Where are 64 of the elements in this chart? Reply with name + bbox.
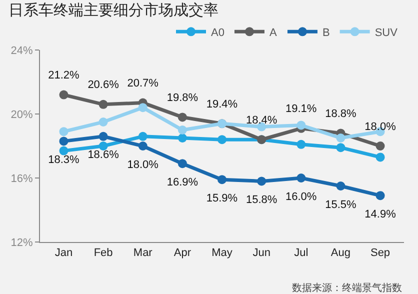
x-tick-label: Jul xyxy=(294,247,308,260)
point xyxy=(178,159,187,168)
x-tick-label: Aug xyxy=(330,247,350,260)
source-note: 数据来源：终端景气指数 xyxy=(292,282,402,294)
point xyxy=(376,152,385,162)
legend-label: SUV xyxy=(374,26,398,39)
data-label: 18.6% xyxy=(88,149,120,162)
point xyxy=(296,120,306,130)
point xyxy=(59,146,68,156)
chart-title: 日系车终端主要细分市场成交率 xyxy=(8,2,218,19)
data-label: 14.9% xyxy=(364,208,396,220)
point xyxy=(336,182,346,190)
data-label: 15.5% xyxy=(325,198,357,211)
point xyxy=(59,136,68,146)
legend-label: A xyxy=(269,26,278,39)
point xyxy=(178,112,187,122)
point xyxy=(376,191,385,200)
point xyxy=(98,100,108,109)
x-tick-label: Sep xyxy=(370,247,390,260)
point xyxy=(98,132,108,141)
point xyxy=(336,134,346,142)
point xyxy=(59,90,68,100)
point xyxy=(218,175,226,184)
x-tick-label: Jun xyxy=(252,247,270,260)
point xyxy=(98,118,108,126)
point xyxy=(218,135,226,144)
data-label: 16.9% xyxy=(166,176,198,188)
point xyxy=(138,142,148,150)
data-label: 20.6% xyxy=(88,79,120,92)
x-tick-label: Feb xyxy=(94,247,113,260)
data-label: 15.8% xyxy=(246,194,278,206)
point xyxy=(336,143,346,152)
y-tick-label: 24% xyxy=(10,44,34,57)
point xyxy=(257,176,266,186)
y-tick-label: 20% xyxy=(10,108,34,121)
data-label: 19.4% xyxy=(206,98,238,110)
x-tick-label: Jan xyxy=(54,247,73,260)
point xyxy=(178,126,187,134)
point xyxy=(138,103,148,112)
point xyxy=(296,174,306,182)
data-label: 19.8% xyxy=(166,92,198,104)
point xyxy=(138,132,148,141)
point xyxy=(98,142,108,150)
legend-label: A0 xyxy=(211,26,224,39)
data-label: 16.0% xyxy=(286,190,317,203)
data-label: 18.4% xyxy=(246,114,278,126)
point xyxy=(59,127,68,136)
data-label: 18.8% xyxy=(325,108,357,120)
data-label: 19.1% xyxy=(286,103,317,116)
y-tick-label: 12% xyxy=(10,236,34,249)
point xyxy=(296,140,306,149)
data-label: 21.2% xyxy=(48,70,80,82)
point xyxy=(178,134,187,142)
x-tick-label: Mar xyxy=(133,247,153,260)
x-tick-label: May xyxy=(212,247,233,260)
data-label: 18.0% xyxy=(364,120,396,133)
data-label: 18.3% xyxy=(48,154,80,166)
data-label: 20.7% xyxy=(127,78,159,90)
data-label: 15.9% xyxy=(206,192,238,204)
legend-label: B xyxy=(322,26,330,39)
y-tick-label: 16% xyxy=(10,172,34,185)
data-label: 18.0% xyxy=(127,158,159,171)
x-tick-label: Apr xyxy=(174,247,192,260)
point xyxy=(376,142,385,150)
